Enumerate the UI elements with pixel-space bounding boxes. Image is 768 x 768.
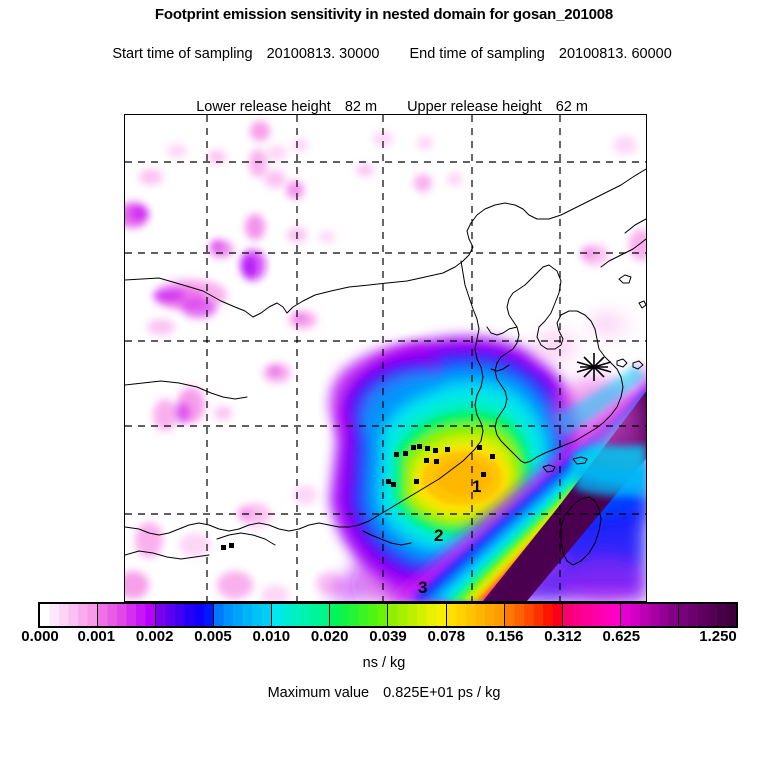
colorbar-tick-labels: 0.000 0.001 0.002 0.005 0.010 0.020 0.039 0.078… [0, 629, 768, 649]
colorbar-band-fill [504, 604, 562, 626]
particle-markers [221, 444, 495, 550]
colorbar-tick-4: 0.010 [252, 628, 291, 645]
colorbar [38, 602, 738, 628]
colorbar-band-7 [446, 604, 505, 626]
lower-release-label: Lower release height [196, 99, 331, 115]
colorbar-band-0 [40, 604, 99, 626]
colorbar-tick-9: 0.312 [544, 628, 582, 645]
trajectory-label-3: 3 [418, 578, 428, 597]
maximum-value-caption: Maximum value [267, 685, 370, 701]
colorbar-band-5 [330, 604, 389, 626]
colorbar-tick-5: 0.020 [310, 628, 349, 645]
colorbar-band-8 [504, 604, 563, 626]
upper-release-label: Upper release height [407, 99, 542, 115]
upper-release-value: 62 m [555, 99, 588, 115]
colorbar-tick-8: 0.156 [485, 628, 524, 645]
colorbar-tick-10: 0.625 [602, 628, 641, 645]
colorbar-tick-1: 0.001 [77, 628, 116, 645]
trajectory-label-1: 1 [472, 477, 482, 496]
lower-release-value: 82 m [344, 99, 378, 115]
coastline-overlay [125, 168, 646, 566]
colorbar-unit-label: ns / kg [362, 655, 406, 671]
maximum-value-label: Maximum value 0.825E+01 ps / kg [0, 685, 768, 701]
colorbar-band-11 [678, 604, 736, 626]
colorbar-tick-0: 0.000 [21, 628, 59, 645]
trajectory-label-2: 2 [434, 526, 444, 545]
colorbar-tick-3: 0.005 [194, 628, 232, 645]
colorbar-band-fill [562, 604, 620, 626]
colorbar-band-fill [678, 604, 736, 626]
colorbar-tick-6: 0.039 [369, 628, 407, 645]
page-title: Footprint emission sensitivity in nested… [154, 6, 614, 23]
footprint-map-panel: 1 2 3 [124, 114, 647, 602]
release-height-row: Lower release height 82 m Upper release he… [0, 76, 768, 130]
colorbar-tick-7: 0.078 [427, 628, 466, 645]
colorbar-band-fill [156, 604, 214, 626]
colorbar-band-fill [446, 604, 504, 626]
colorbar-band-9 [562, 604, 621, 626]
colorbar-tick-11: 1.250 [699, 628, 737, 645]
maximum-value-number: 0.825E+01 ps / kg [383, 685, 501, 701]
start-time-value: 20100813. 30000 [266, 45, 380, 62]
graticule-gridlines [125, 115, 646, 601]
colorbar-band-4 [272, 604, 331, 626]
colorbar-band-fill [40, 604, 98, 626]
colorbar-band-fill [272, 604, 330, 626]
release-point-star [576, 353, 612, 381]
colorbar-band-2 [156, 604, 215, 626]
colorbar-band-1 [98, 604, 157, 626]
colorbar-band-fill [620, 604, 678, 626]
colorbar-tick-2: 0.002 [135, 628, 174, 645]
colorbar-band-3 [214, 604, 273, 626]
end-time-label: End time of sampling [409, 45, 545, 62]
colorbar-band-fill [388, 604, 446, 626]
colorbar-band-fill [214, 604, 272, 626]
start-time-label: Start time of sampling [112, 45, 253, 62]
colorbar-band-fill [98, 604, 156, 626]
release-and-particle-markers [221, 353, 612, 550]
end-time-value: 20100813. 60000 [558, 45, 672, 62]
colorbar-band-10 [620, 604, 679, 626]
sampling-time-row: Start time of sampling 20100813. 30000 End… [0, 22, 768, 76]
colorbar-band-6 [388, 604, 447, 626]
colorbar-band-fill [330, 604, 388, 626]
emission-sensitivity-field [125, 115, 646, 601]
